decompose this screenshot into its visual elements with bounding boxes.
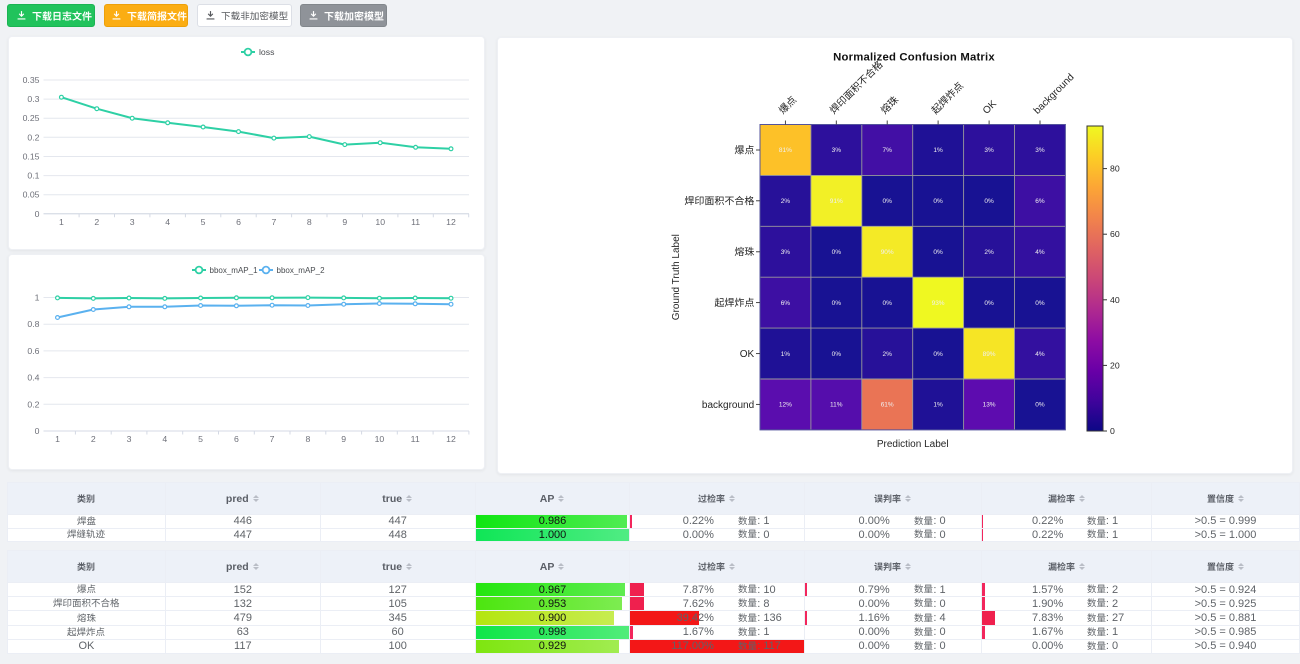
svg-text:3: 3 <box>127 434 132 444</box>
svg-text:OK: OK <box>740 349 755 360</box>
svg-text:0.2: 0.2 <box>27 132 39 142</box>
svg-text:3%: 3% <box>984 147 994 154</box>
svg-text:OK: OK <box>981 98 999 116</box>
svg-text:2%: 2% <box>781 198 791 205</box>
svg-text:12%: 12% <box>779 402 792 409</box>
svg-text:90%: 90% <box>881 249 894 256</box>
svg-text:bbox_mAP_1: bbox_mAP_1 <box>210 266 259 275</box>
svg-text:0.15: 0.15 <box>23 152 40 162</box>
svg-text:0.35: 0.35 <box>23 75 40 85</box>
svg-text:3: 3 <box>130 217 135 227</box>
svg-text:4: 4 <box>162 434 167 444</box>
svg-text:93%: 93% <box>932 300 945 307</box>
svg-text:0%: 0% <box>933 249 943 256</box>
svg-text:7: 7 <box>270 434 275 444</box>
svg-text:0: 0 <box>35 426 40 436</box>
svg-text:0.4: 0.4 <box>27 373 39 383</box>
svg-text:20: 20 <box>1110 360 1120 370</box>
svg-text:0%: 0% <box>933 198 943 205</box>
svg-text:0.05: 0.05 <box>23 190 40 200</box>
svg-text:11: 11 <box>411 217 420 227</box>
svg-text:0%: 0% <box>832 300 842 307</box>
svg-text:0%: 0% <box>832 249 842 256</box>
svg-text:1: 1 <box>55 434 60 444</box>
svg-text:0: 0 <box>1110 426 1115 436</box>
svg-text:0%: 0% <box>882 198 892 205</box>
svg-text:13%: 13% <box>983 402 996 409</box>
svg-text:1%: 1% <box>781 351 791 358</box>
svg-text:61%: 61% <box>881 402 894 409</box>
svg-text:background: background <box>1032 72 1077 117</box>
svg-text:6%: 6% <box>781 300 791 307</box>
svg-text:0%: 0% <box>1035 402 1045 409</box>
svg-text:2%: 2% <box>984 249 994 256</box>
svg-text:1: 1 <box>35 293 40 303</box>
svg-text:background: background <box>702 400 754 411</box>
svg-text:80: 80 <box>1110 164 1120 174</box>
svg-text:2%: 2% <box>882 351 892 358</box>
svg-text:Ground Truth Label: Ground Truth Label <box>671 234 682 320</box>
svg-text:1%: 1% <box>933 147 943 154</box>
svg-text:7%: 7% <box>882 147 892 154</box>
svg-text:0%: 0% <box>984 300 994 307</box>
svg-text:7: 7 <box>271 217 276 227</box>
svg-text:0%: 0% <box>1035 300 1045 307</box>
svg-text:2: 2 <box>94 217 99 227</box>
svg-text:81%: 81% <box>779 147 792 154</box>
svg-text:4: 4 <box>165 217 170 227</box>
svg-text:6%: 6% <box>1035 198 1045 205</box>
svg-text:3%: 3% <box>1035 147 1045 154</box>
svg-text:6: 6 <box>234 434 239 444</box>
svg-text:5: 5 <box>198 434 203 444</box>
svg-text:loss: loss <box>259 47 275 57</box>
svg-text:89%: 89% <box>983 351 996 358</box>
svg-text:Prediction Label: Prediction Label <box>877 439 949 450</box>
svg-text:4%: 4% <box>1035 249 1045 256</box>
svg-text:11%: 11% <box>830 402 843 409</box>
svg-text:0.6: 0.6 <box>27 346 39 356</box>
svg-text:40: 40 <box>1110 295 1120 305</box>
svg-text:0.8: 0.8 <box>27 319 39 329</box>
svg-text:8: 8 <box>305 434 310 444</box>
svg-text:Normalized Confusion Matrix: Normalized Confusion Matrix <box>833 52 995 64</box>
svg-text:0: 0 <box>35 209 40 219</box>
svg-text:2: 2 <box>91 434 96 444</box>
svg-text:6: 6 <box>236 217 241 227</box>
svg-text:10: 10 <box>375 434 385 444</box>
svg-text:bbox_mAP_2: bbox_mAP_2 <box>277 266 326 275</box>
svg-text:12: 12 <box>446 434 456 444</box>
svg-text:0%: 0% <box>933 351 943 358</box>
svg-text:9: 9 <box>341 434 346 444</box>
svg-text:0.2: 0.2 <box>27 399 39 409</box>
svg-text:91%: 91% <box>830 198 843 205</box>
svg-text:0%: 0% <box>984 198 994 205</box>
svg-text:3%: 3% <box>832 147 842 154</box>
svg-text:0%: 0% <box>882 300 892 307</box>
svg-text:10: 10 <box>375 217 385 227</box>
svg-text:12: 12 <box>446 217 456 227</box>
svg-text:5: 5 <box>201 217 206 227</box>
svg-text:0%: 0% <box>832 351 842 358</box>
svg-text:4%: 4% <box>1035 351 1045 358</box>
svg-text:3%: 3% <box>781 249 791 256</box>
svg-text:9: 9 <box>342 217 347 227</box>
svg-text:0.25: 0.25 <box>23 113 40 123</box>
svg-text:8: 8 <box>307 217 312 227</box>
svg-text:1: 1 <box>59 217 64 227</box>
svg-text:11: 11 <box>411 434 420 444</box>
svg-text:1%: 1% <box>933 402 943 409</box>
svg-text:0.3: 0.3 <box>27 94 39 104</box>
svg-text:0.1: 0.1 <box>27 171 39 181</box>
svg-text:60: 60 <box>1110 229 1120 239</box>
